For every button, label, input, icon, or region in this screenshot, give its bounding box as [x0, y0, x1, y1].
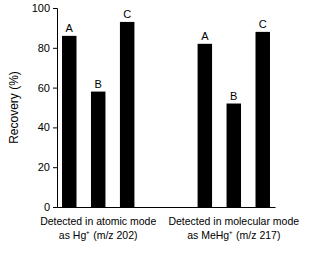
bar: [227, 104, 241, 207]
y-tick-mark: [53, 207, 57, 208]
y-tick-label: 40: [38, 121, 50, 133]
bar: [198, 44, 212, 207]
bar: [62, 36, 76, 207]
x-axis: [58, 207, 276, 208]
y-tick-mark: [53, 88, 57, 89]
bar-label: B: [95, 78, 102, 90]
bar: [91, 92, 105, 207]
bar-label: C: [259, 18, 267, 30]
y-tick: 100: [32, 2, 57, 14]
y-tick: 80: [38, 42, 57, 54]
y-axis-line: [53, 9, 58, 208]
x-axis-line: [58, 207, 276, 208]
y-tick: 20: [38, 161, 57, 173]
y-tick-mark: [53, 48, 57, 49]
chart: A A B B C C 0 20 40 60 80 100 Detected in atomic mod…: [0, 0, 326, 274]
bars: [62, 22, 270, 207]
x-label-line: as MeHg⁺ (m/z 217): [187, 229, 280, 241]
x-label-line: as Hg⁺ (m/z 202): [59, 229, 138, 241]
y-tick-label: 60: [38, 82, 50, 94]
x-label: Detected in atomic mode as Hg⁺ (m/z 202): [40, 215, 156, 241]
y-tick-label: 100: [32, 2, 50, 14]
bar-label: A: [201, 30, 209, 42]
x-label: Detected in molecular mode as MeHg⁺ (m/z …: [168, 215, 299, 241]
x-label-line: Detected in atomic mode: [40, 215, 156, 227]
bar-labels: A A B B C C: [66, 8, 267, 102]
y-axis-title: Recovery (%): [7, 71, 21, 144]
y-tick-mark: [53, 8, 57, 9]
x-labels: Detected in atomic modeas Hg⁺ (m/z 202)D…: [40, 215, 299, 241]
y-tick-mark: [53, 167, 57, 168]
y-tick-label: 20: [38, 161, 50, 173]
x-label-line: Detected in molecular mode: [168, 215, 299, 227]
y-axis: 0 20 40 60 80 100: [32, 2, 58, 213]
y-tick-mark: [53, 127, 57, 128]
y-tick-label: 0: [44, 201, 50, 213]
bar: [256, 32, 270, 207]
bar-label: B: [230, 90, 237, 102]
bar-label: C: [123, 8, 131, 20]
bar: [120, 22, 134, 207]
y-tick-label: 80: [38, 42, 50, 54]
y-tick: 0: [44, 201, 57, 213]
bar-label: A: [66, 22, 74, 34]
y-tick: 60: [38, 82, 57, 94]
y-tick: 40: [38, 121, 57, 133]
